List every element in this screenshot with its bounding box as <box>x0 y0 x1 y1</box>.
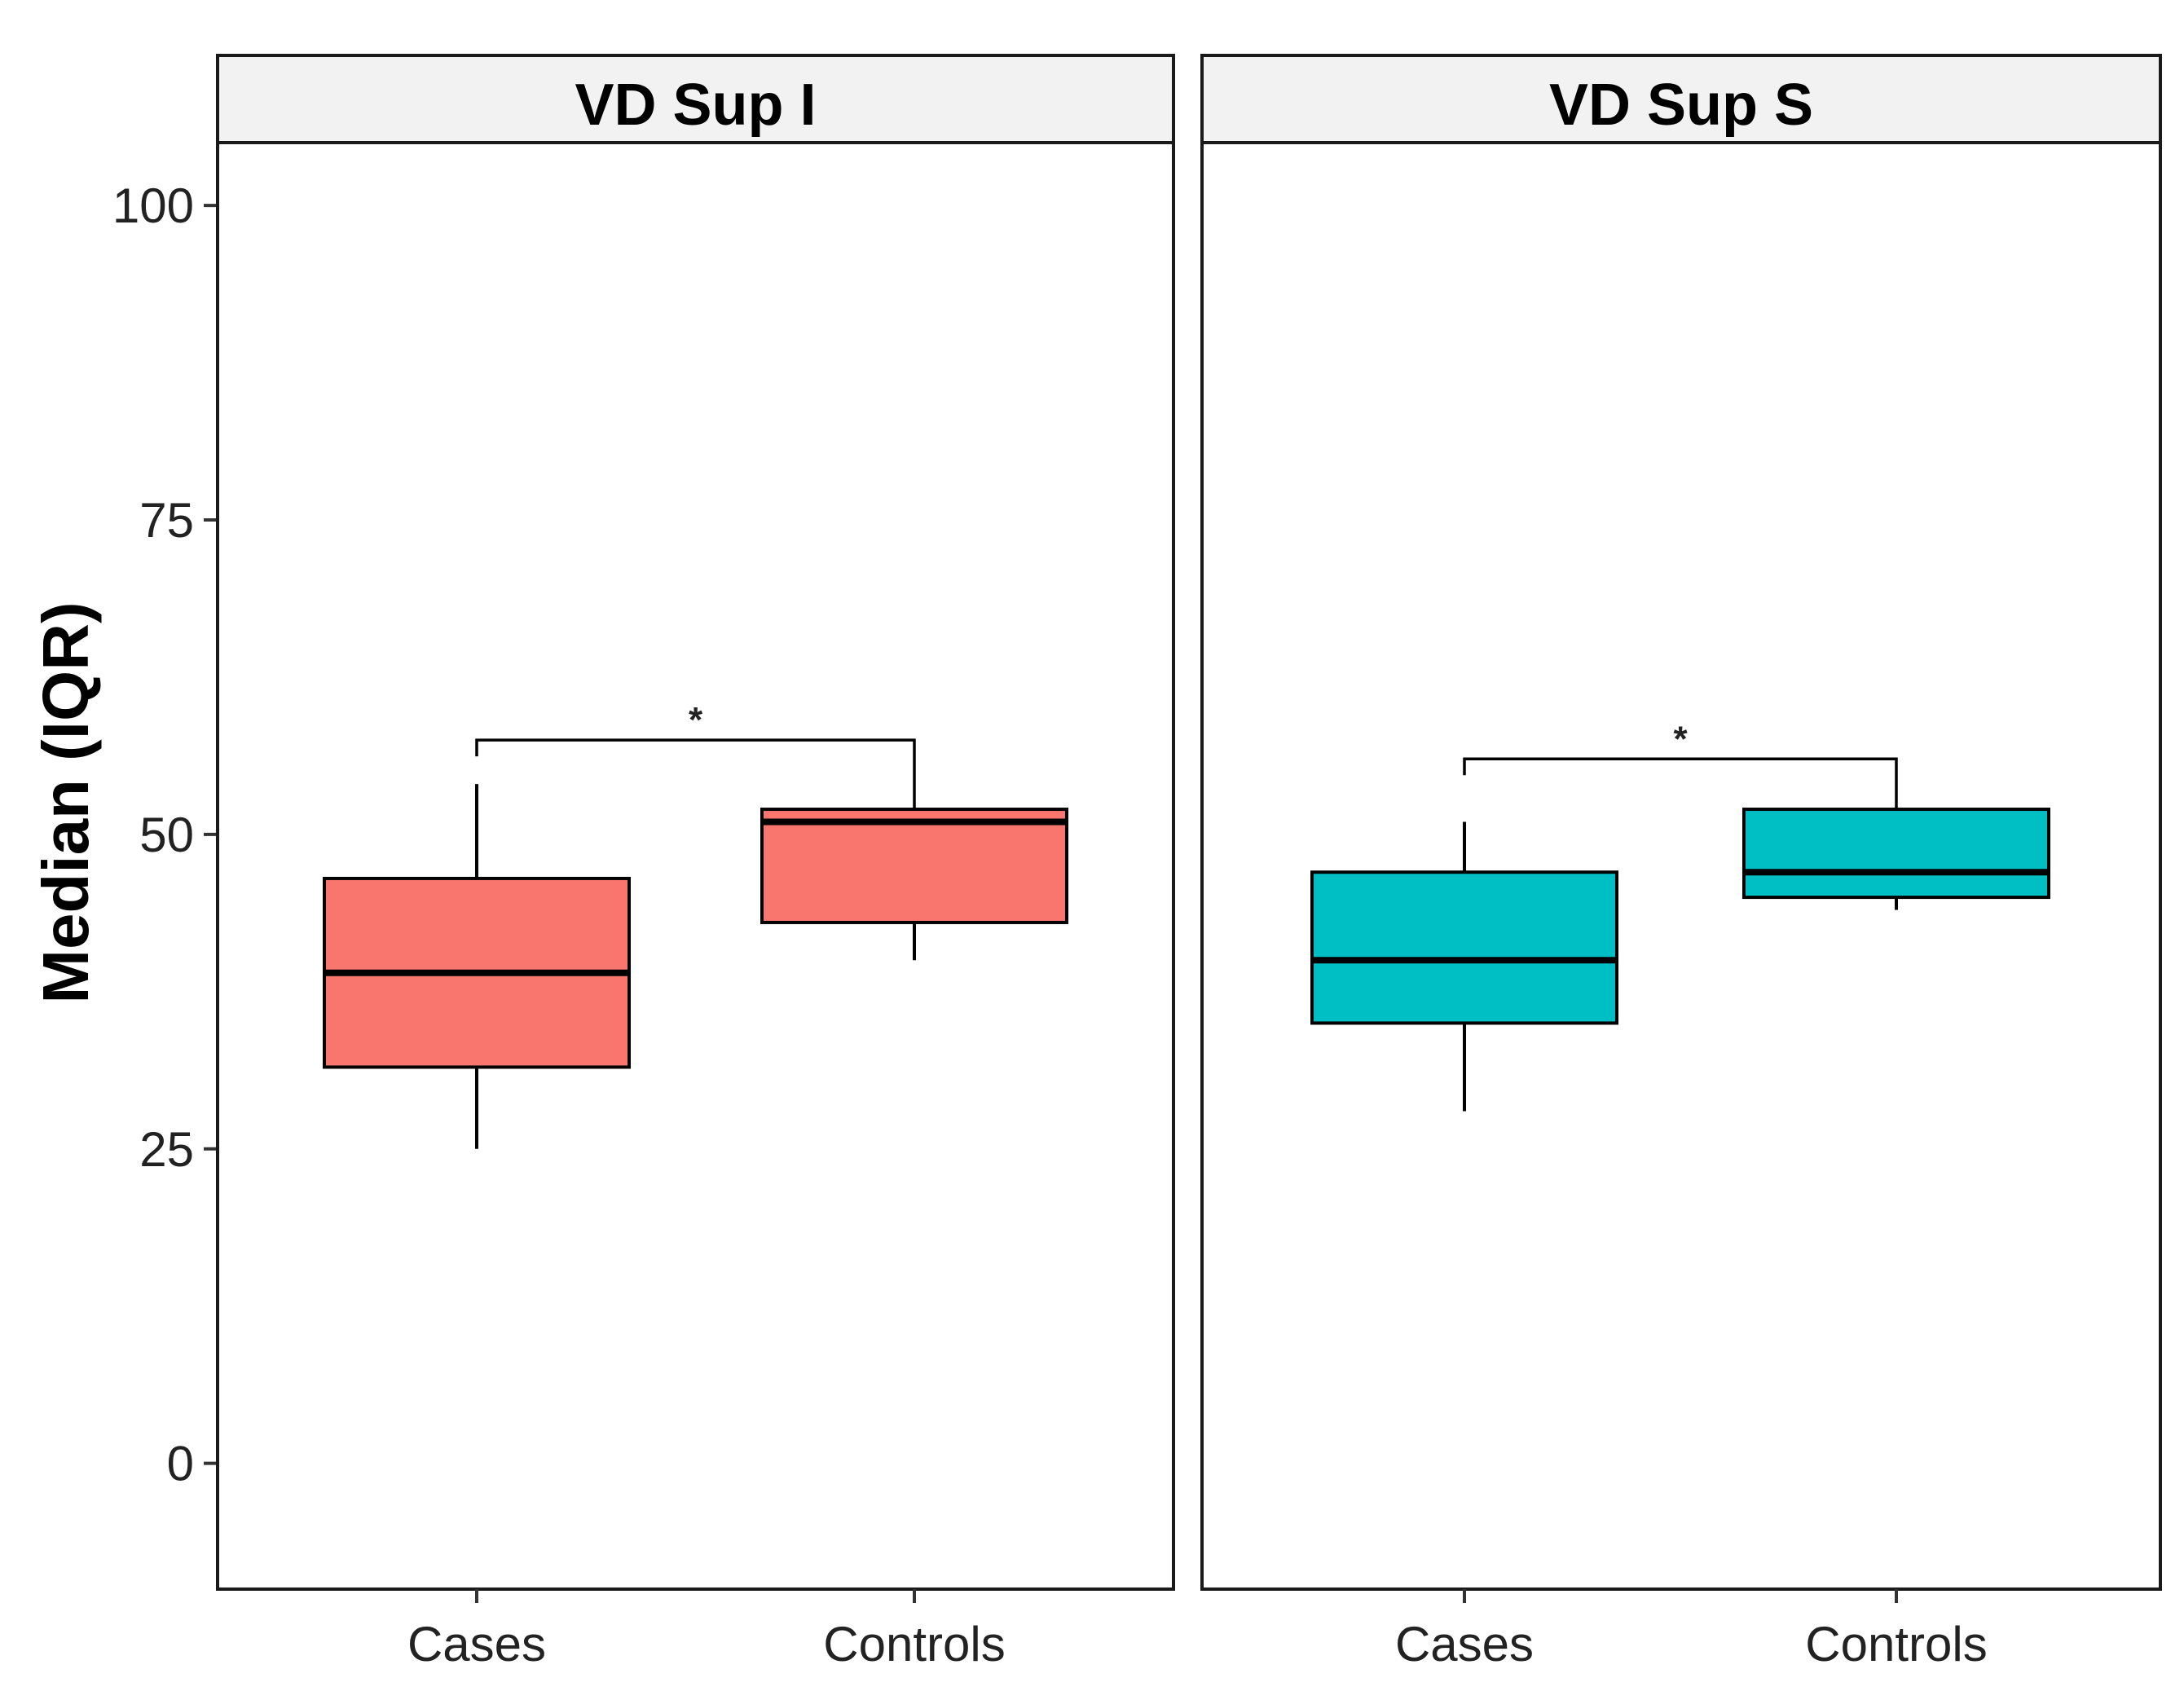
bracket-line <box>1463 757 1898 810</box>
y-axis-title: Median (IQR) <box>29 601 102 1003</box>
significance-label: * <box>689 700 703 740</box>
bracket-line <box>475 738 916 810</box>
significance-bracket: * <box>1463 719 1898 810</box>
panel-1: VD Sup I Cases Controls * <box>216 54 1175 1671</box>
y-tick-label-75: 75 <box>139 493 194 548</box>
y-tick-label-100: 100 <box>112 178 194 233</box>
significance-bracket: * <box>475 700 916 810</box>
y-tick-label-25: 25 <box>139 1122 194 1177</box>
panel-strip <box>216 54 1175 144</box>
x-tick-label-controls: Controls <box>1805 1617 1987 1671</box>
x-tick-label-cases: Cases <box>407 1617 546 1671</box>
x-tick-label-cases: Cases <box>1395 1617 1534 1671</box>
significance-label: * <box>1673 719 1688 759</box>
box-iqr <box>1310 870 1618 1025</box>
panel-border <box>1200 141 2162 1591</box>
panel-border <box>216 141 1175 1591</box>
panel-title: VD Sup I <box>575 73 816 138</box>
y-tick-label-50: 50 <box>139 808 194 862</box>
panel-title: VD Sup S <box>1549 73 1813 138</box>
box-iqr <box>760 808 1068 924</box>
y-tick-label-0: 0 <box>167 1437 194 1491</box>
box-controls <box>760 808 1068 961</box>
box-controls <box>1742 808 2050 910</box>
box-cases <box>1310 821 1618 1112</box>
box-iqr <box>1742 808 2050 900</box>
panel-2: VD Sup S Cases Controls * <box>1200 54 2162 1671</box>
y-axis: 0 25 50 75 100 <box>112 178 218 1491</box>
panels: VD Sup I Cases Controls * VD Sup S Cases Contr… <box>216 54 2162 1671</box>
x-tick-label-controls: Controls <box>823 1617 1005 1671</box>
box-cases <box>323 784 631 1149</box>
